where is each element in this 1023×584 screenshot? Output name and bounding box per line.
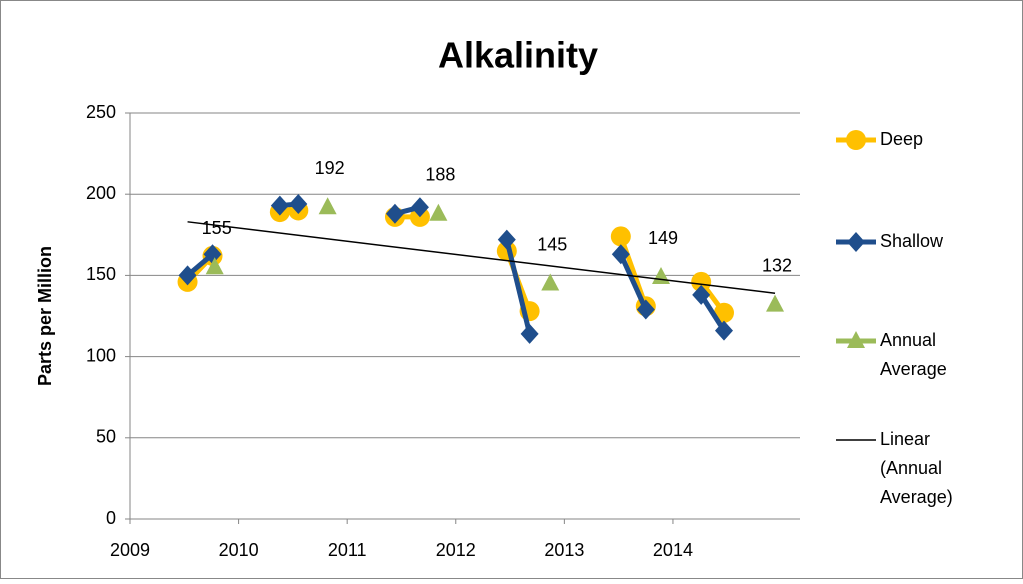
legend-label: Linear (Annual Average) [880, 429, 953, 507]
point [691, 271, 712, 292]
point [713, 302, 734, 323]
legend-marker [847, 232, 865, 252]
x-tick-label: 2013 [544, 540, 584, 560]
y-tick-label: 200 [86, 183, 116, 203]
point [410, 197, 429, 218]
data-label: 192 [315, 158, 345, 178]
point [610, 226, 631, 247]
point [205, 257, 224, 275]
data-label: 149 [648, 228, 678, 248]
x-tick-label: 2010 [219, 540, 259, 560]
x-tick-label: 2012 [436, 540, 476, 560]
data-label: 145 [537, 234, 567, 254]
legend-label: Shallow [880, 231, 944, 251]
point [636, 299, 655, 320]
point [318, 197, 337, 215]
y-tick-label: 100 [86, 345, 116, 365]
y-tick-label: 50 [96, 427, 116, 447]
point [520, 323, 539, 344]
data-label: 155 [202, 218, 232, 238]
point [178, 265, 197, 286]
point [692, 284, 711, 305]
x-tick-label: 2011 [328, 540, 367, 560]
chart-title: Alkalinity [438, 35, 598, 76]
data-label: 188 [425, 164, 455, 184]
legend-label: Annual Average [880, 330, 947, 379]
point [289, 193, 308, 214]
data-label: 132 [762, 255, 792, 275]
point [766, 294, 785, 312]
series-line [187, 221, 776, 295]
x-tick-label: 2014 [653, 540, 693, 560]
point [541, 273, 560, 291]
y-axis-title: Parts per Million [35, 246, 55, 386]
series-line [618, 253, 649, 311]
legend-marker [847, 331, 865, 348]
series-line [699, 293, 727, 332]
y-tick-label: 0 [106, 508, 116, 528]
legend-label: Deep [880, 129, 923, 149]
point [429, 203, 448, 221]
legend-marker [846, 130, 866, 150]
point [385, 203, 404, 224]
point [203, 244, 222, 265]
y-tick-label: 250 [86, 102, 116, 122]
x-tick-label: 2009 [110, 540, 150, 560]
series-line [504, 239, 533, 335]
point [714, 320, 733, 341]
point [270, 195, 289, 216]
point [497, 229, 516, 250]
point [611, 244, 630, 265]
y-tick-label: 150 [86, 264, 116, 284]
